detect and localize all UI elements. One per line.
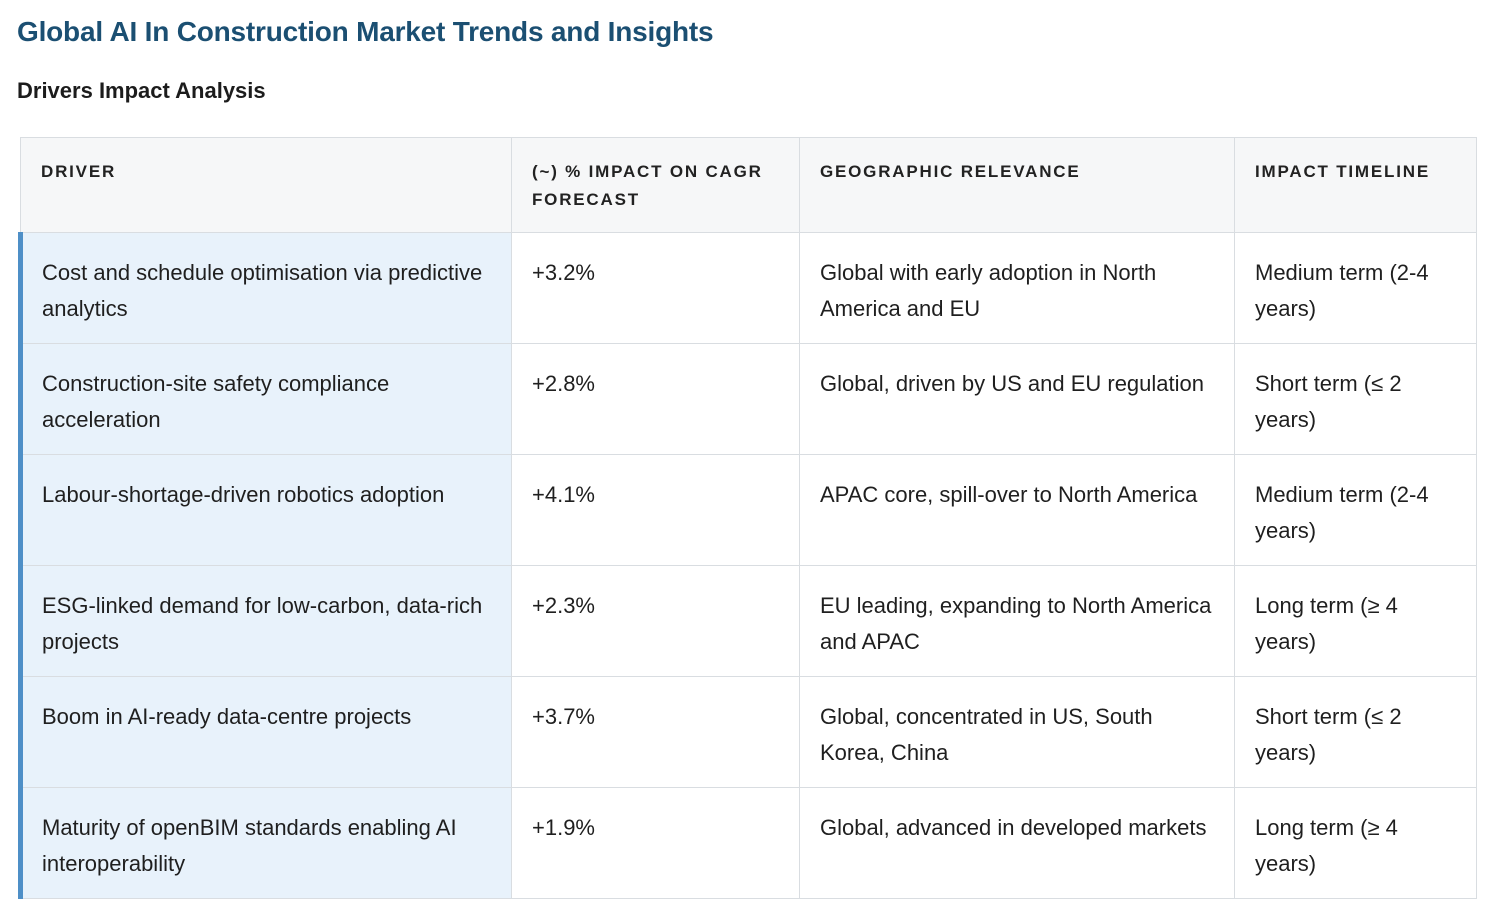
impact-cell: +2.8% <box>511 343 800 455</box>
driver-cell: Maturity of openBIM standards enabling A… <box>18 787 512 899</box>
table-row: Boom in AI-ready data-centre projects +3… <box>18 676 1477 788</box>
driver-cell: Cost and schedule optimisation via predi… <box>18 232 512 344</box>
timeline-cell: Long term (≥ 4 years) <box>1234 787 1477 899</box>
table-row: ESG-linked demand for low-carbon, data-r… <box>18 565 1477 677</box>
geo-cell: EU leading, expanding to North America a… <box>799 565 1235 677</box>
timeline-cell: Long term (≥ 4 years) <box>1234 565 1477 677</box>
timeline-cell: Medium term (2-4 years) <box>1234 232 1477 344</box>
header-impact-on-cagr: (~) % IMPACT ON CAGR FORECAST <box>511 137 800 233</box>
header-impact-timeline: IMPACT TIMELINE <box>1234 137 1477 233</box>
impact-cell: +3.7% <box>511 676 800 788</box>
geo-cell: Global, driven by US and EU regulation <box>799 343 1235 455</box>
driver-cell: Boom in AI-ready data-centre projects <box>18 676 512 788</box>
impact-cell: +4.1% <box>511 454 800 566</box>
table-row: Construction-site safety compliance acce… <box>18 343 1477 455</box>
table-row: Maturity of openBIM standards enabling A… <box>18 787 1477 899</box>
section-title: Drivers Impact Analysis <box>17 78 266 103</box>
table-row: Labour-shortage-driven robotics adoption… <box>18 454 1477 566</box>
table-row: Cost and schedule optimisation via predi… <box>18 232 1477 344</box>
impact-cell: +1.9% <box>511 787 800 899</box>
driver-cell: Construction-site safety compliance acce… <box>18 343 512 455</box>
table-body: Cost and schedule optimisation via predi… <box>18 232 1477 899</box>
header-driver: DRIVER <box>20 137 512 233</box>
drivers-impact-table: DRIVER (~) % IMPACT ON CAGR FORECAST GEO… <box>18 137 1477 899</box>
timeline-cell: Short term (≤ 2 years) <box>1234 343 1477 455</box>
impact-cell: +2.3% <box>511 565 800 677</box>
impact-cell: +3.2% <box>511 232 800 344</box>
header-geographic-relevance: GEOGRAPHIC RELEVANCE <box>799 137 1235 233</box>
timeline-cell: Medium term (2-4 years) <box>1234 454 1477 566</box>
timeline-cell: Short term (≤ 2 years) <box>1234 676 1477 788</box>
geo-cell: Global, advanced in developed markets <box>799 787 1235 899</box>
geo-cell: APAC core, spill-over to North America <box>799 454 1235 566</box>
table-header: DRIVER (~) % IMPACT ON CAGR FORECAST GEO… <box>20 137 1477 233</box>
page-title: Global AI In Construction Market Trends … <box>17 16 714 47</box>
geo-cell: Global with early adoption in North Amer… <box>799 232 1235 344</box>
table-header-row: DRIVER (~) % IMPACT ON CAGR FORECAST GEO… <box>20 137 1477 233</box>
driver-cell: Labour-shortage-driven robotics adoption <box>18 454 512 566</box>
driver-cell: ESG-linked demand for low-carbon, data-r… <box>18 565 512 677</box>
geo-cell: Global, concentrated in US, South Korea,… <box>799 676 1235 788</box>
